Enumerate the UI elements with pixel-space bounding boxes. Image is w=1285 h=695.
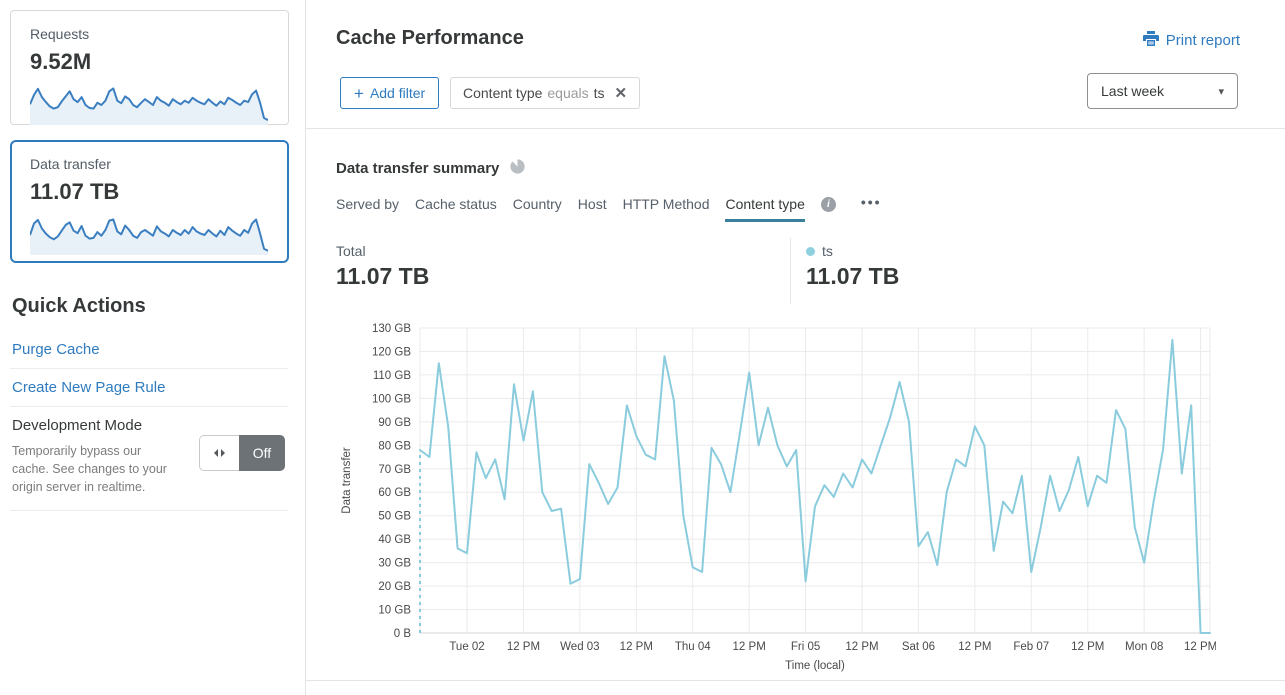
summary-title-row: Data transfer summary [336,158,526,179]
filter-operator: equals [547,85,589,101]
svg-text:12 PM: 12 PM [733,641,766,653]
legend-series-name: ts [822,243,833,259]
plus-icon: + [354,83,364,103]
svg-text:12 PM: 12 PM [845,641,878,653]
data-transfer-label: Data transfer [30,156,111,172]
tab-cache-status[interactable]: Cache status [415,196,497,212]
total-label: Total [336,243,366,259]
data-transfer-line-chart: Tue 02 12 PM Wed 03 12 PM Thu 04 12 PM Fri 05 1… [341,323,1216,672]
main-panel: Cache Performance Print report + Add fil… [306,0,1285,695]
svg-text:90 GB: 90 GB [378,417,411,429]
legend-dot-icon [806,246,815,256]
info-icon[interactable]: i [820,197,836,212]
svg-text:Feb 07: Feb 07 [1013,641,1049,653]
purge-cache-link[interactable]: Purge Cache [12,341,100,358]
dev-mode-toggle[interactable]: Off [199,435,285,471]
divider [790,238,791,304]
add-filter-label: Add filter [369,85,426,101]
page-title: Cache Performance [336,27,524,49]
quick-actions-title: Quick Actions [12,295,146,317]
print-report-link[interactable]: Print report [1142,31,1240,50]
summary-title: Data transfer summary [336,160,500,177]
svg-text:12 PM: 12 PM [958,641,991,653]
svg-text:10 GB: 10 GB [378,605,411,617]
svg-text:Fri 05: Fri 05 [791,641,820,653]
svg-text:Tue 02: Tue 02 [449,641,484,653]
svg-text:12 PM: 12 PM [620,641,653,653]
filter-value: ts [593,85,605,101]
print-report-label: Print report [1165,32,1240,49]
data-transfer-value: 11.07 TB [30,179,120,204]
legend-series-value: 11.07 TB [806,263,900,289]
svg-text:40 GB: 40 GB [378,534,411,546]
svg-text:Thu 04: Thu 04 [675,641,711,653]
svg-text:Time (local): Time (local) [785,660,845,672]
data-transfer-metric-card[interactable]: Data transfer 11.07 TB [10,140,289,263]
svg-text:100 GB: 100 GB [372,393,411,405]
svg-text:12 PM: 12 PM [1184,641,1216,653]
series-legend[interactable]: ts [806,243,833,259]
svg-text:Data transfer: Data transfer [341,447,353,514]
pie-chart-icon [509,158,526,179]
remove-filter-icon[interactable]: ✕ [614,85,628,102]
requests-value: 9.52M [30,49,92,74]
development-mode-title: Development Mode [12,417,143,434]
svg-text:50 GB: 50 GB [378,511,411,523]
svg-text:120 GB: 120 GB [372,346,411,358]
divider [306,128,1285,129]
total-value: 11.07 TB [336,263,430,289]
divider [10,510,288,511]
sidebar-divider [305,0,306,695]
toggle-arrows-icon [199,435,239,471]
svg-text:Sat 06: Sat 06 [902,641,935,653]
sidebar: Requests 9.52M Data transfer 11.07 TB Qu… [0,0,305,695]
svg-text:20 GB: 20 GB [378,581,411,593]
toggle-off-label[interactable]: Off [239,435,285,471]
divider [10,368,288,369]
tab-served-by[interactable]: Served by [336,196,400,212]
svg-text:110 GB: 110 GB [373,370,411,382]
svg-text:80 GB: 80 GB [378,440,411,452]
svg-text:Mon 08: Mon 08 [1125,641,1163,653]
tab-host[interactable]: Host [577,196,607,212]
requests-label: Requests [30,26,90,42]
svg-text:30 GB: 30 GB [378,558,411,570]
time-range-value: Last week [1101,83,1165,99]
divider [10,406,288,407]
requests-sparkline-chart [30,87,268,125]
svg-text:60 GB: 60 GB [378,487,411,499]
svg-text:130 GB: 130 GB [372,323,411,335]
development-mode-description: Temporarily bypass our cache. See change… [12,444,167,494]
add-filter-button[interactable]: + Add filter [340,77,440,109]
time-range-select[interactable]: Last week ▾ [1087,73,1238,109]
svg-text:12 PM: 12 PM [1071,641,1104,653]
divider [306,680,1285,681]
tab-content-type[interactable]: Content type [725,196,805,222]
svg-text:Wed 03: Wed 03 [560,641,599,653]
chevron-down-icon: ▾ [1218,85,1224,98]
filter-chip[interactable]: Content type equals ts ✕ [450,77,641,109]
svg-text:70 GB: 70 GB [378,464,411,476]
requests-metric-card[interactable]: Requests 9.52M [10,10,289,125]
summary-tabs: Served by Cache status Country Host HTTP Met… [336,194,882,222]
svg-text:0 B: 0 B [394,628,412,640]
svg-text:12 PM: 12 PM [507,641,540,653]
create-page-rule-link[interactable]: Create New Page Rule [12,379,166,396]
tab-country[interactable]: Country [512,196,562,212]
filter-field: Content type [463,85,543,101]
more-tabs-button[interactable]: ••• [860,194,882,210]
data-transfer-sparkline-chart [30,218,268,255]
tab-http-method[interactable]: HTTP Method [622,196,710,212]
printer-icon [1142,31,1159,50]
